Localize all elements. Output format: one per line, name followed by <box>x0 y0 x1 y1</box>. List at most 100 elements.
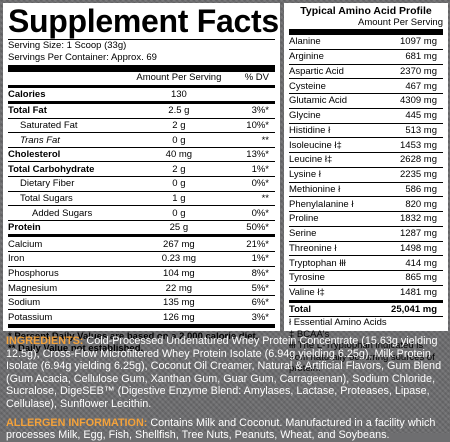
nutrient-row: Calcium 267 mg 21%* <box>8 234 275 252</box>
amino-acid-name: Phenylalanine ł <box>289 196 382 212</box>
nutrient-row: Cholesterol 40 mg 13%* <box>8 146 275 162</box>
nutrient-name: Sodium <box>8 294 137 310</box>
nutrient-amount: 2.5 g <box>136 101 222 119</box>
amino-acid-row: Tyrosine 865 mg <box>289 270 443 286</box>
ingredients-paragraph: INGREDIENTS: Cold-Processed Undenatured … <box>6 335 445 411</box>
amino-acid-amount: 445 mg <box>381 107 443 123</box>
ingredients-label: INGREDIENTS: <box>6 335 84 347</box>
nutrient-dv: ** <box>221 132 275 148</box>
amino-acid-row: Cysteine 467 mg <box>289 78 443 94</box>
amino-acid-rows: Alanine 1097 mg Arginine 681 mg Aspartic Aci… <box>289 35 443 300</box>
ingredients-section: INGREDIENTS: Cold-Processed Undenatured … <box>3 335 448 441</box>
nutrient-dv: 3%* <box>221 101 275 119</box>
amino-profile-title: Typical Amino Acid Profile <box>300 5 432 17</box>
nutrient-name: Total Fat <box>8 101 137 119</box>
amino-acid-amount: 2235 mg <box>381 166 443 182</box>
amino-acid-name: Threonine ł <box>289 240 382 256</box>
nutrient-amount: 0 g <box>136 132 222 148</box>
nutrient-amount: 135 mg <box>136 294 222 310</box>
amino-acid-amount: 414 mg <box>381 255 443 271</box>
amino-acid-name: Methionine ł <box>289 181 382 197</box>
amino-acid-row: Glycine 445 mg <box>289 107 443 123</box>
nutrient-name: Calories <box>8 88 46 100</box>
nutrient-amount: 1 g <box>136 190 222 206</box>
supplement-facts-table: Amount Per Serving % DV <box>8 72 275 85</box>
nutrient-amount: 22 mg <box>136 280 222 296</box>
nutrient-dv: 0%* <box>221 176 275 192</box>
amino-acid-amount: 2628 mg <box>381 152 443 168</box>
nutrient-row: Sodium 135 mg 6%* <box>8 294 275 310</box>
amino-acid-row: Arginine 681 mg <box>289 48 443 64</box>
nutrient-name: Magnesium <box>8 280 137 296</box>
amino-acid-name: Proline <box>289 211 382 227</box>
supplement-facts-panel: Supplement Facts Serving Size: 1 Scoop (… <box>3 3 280 354</box>
nutrient-row: Total Carbohydrate 2 g 1%* <box>8 161 275 177</box>
amino-acid-name: Glycine <box>289 107 382 123</box>
amino-acid-amount: 1498 mg <box>381 240 443 256</box>
nutrient-dv: 1%* <box>221 251 275 267</box>
amino-acid-amount: 4309 mg <box>381 93 443 109</box>
amino-acid-row: Isoleucine ł‡ 1453 mg <box>289 137 443 153</box>
footnote-dv-not-established: ** Daily Value not established. <box>8 342 144 354</box>
amino-acid-row: Phenylalanine ł 820 mg <box>289 196 443 212</box>
allergen-paragraph: ALLERGEN INFORMATION: Contains Milk and … <box>6 417 445 442</box>
nutrient-amount: 0 g <box>136 205 222 221</box>
nutrient-dv: 1%* <box>221 161 275 177</box>
nutrient-amount: 126 mg <box>136 309 222 324</box>
nutrient-name: Saturated Fat <box>8 117 137 133</box>
nutrient-dv: 8%* <box>221 265 275 281</box>
amino-acid-name: Cysteine <box>289 78 382 94</box>
nutrient-dv <box>222 88 275 103</box>
nutrient-row: Total Sugars 1 g ** <box>8 190 275 206</box>
nutrient-name: Total Carbohydrate <box>8 161 137 177</box>
amino-total-label: Total <box>289 303 311 315</box>
nutrient-row: Potassium 126 mg 3%* <box>8 309 275 324</box>
amino-total-row: Total 25,041 mg <box>289 303 443 317</box>
dv-header: % DV <box>244 72 269 83</box>
nutrient-amount: 0 g <box>136 176 222 192</box>
supplement-facts-title: Supplement Facts <box>8 3 279 39</box>
amino-acid-name: Arginine <box>289 48 382 64</box>
footnote-percent-dv: * Percent Daily Values are based on a 2,… <box>8 331 259 342</box>
nutrient-name: Trans Fat <box>8 132 137 148</box>
amino-acid-amount: 681 mg <box>381 48 443 64</box>
amino-acid-amount: 2370 mg <box>381 63 443 79</box>
nutrient-name: Potassium <box>8 309 137 324</box>
nutrient-dv: 3%* <box>221 309 275 324</box>
nutrient-row: Dietary Fiber 0 g 0%* <box>8 176 275 192</box>
bcaa-note: ‡ BCAA's <box>289 328 330 340</box>
amino-acid-profile-panel: Typical Amino Acid Profile Amount Per Se… <box>284 3 448 374</box>
amino-acid-amount: 1453 mg <box>381 137 443 153</box>
amino-acid-row: Leucine ł‡ 2628 mg <box>289 152 443 168</box>
nutrient-dv: 5%* <box>221 280 275 296</box>
amino-acid-amount: 467 mg <box>381 78 443 94</box>
amino-acid-name: Aspartic Acid <box>289 63 382 79</box>
nutrient-row: Magnesium 22 mg 5%* <box>8 280 275 296</box>
nutrient-dv: 21%* <box>221 234 275 252</box>
amino-acid-row: Histidine ł 513 mg <box>289 122 443 138</box>
nutrient-amount: 267 mg <box>136 234 222 252</box>
amino-acid-amount: 586 mg <box>381 181 443 197</box>
tryptophan-note: łłł The L-Tryptophan indicated is from n… <box>289 340 435 375</box>
essential-amino-note: ł Essential Amino Acids <box>289 317 387 329</box>
amino-acid-name: Valine ł‡ <box>289 284 382 300</box>
nutrient-amount: 130 <box>170 88 187 100</box>
amino-acid-row: Serine 1287 mg <box>289 225 443 241</box>
amino-acid-name: Tyrosine <box>289 270 382 286</box>
nutrient-row: Added Sugars 0 g 0%* <box>8 205 275 221</box>
amino-acid-row: Lysine ł 2235 mg <box>289 166 443 182</box>
nutrient-amount: 25 g <box>136 219 222 236</box>
nutrient-name: Iron <box>8 251 137 267</box>
nutrient-amount: 0.23 mg <box>136 251 222 267</box>
amino-acid-amount: 513 mg <box>381 122 443 138</box>
amino-total-amount: 25,041 mg <box>391 303 437 315</box>
amino-acid-amount: 1287 mg <box>381 225 443 241</box>
nutrient-amount: 2 g <box>136 117 222 133</box>
nutrient-row: Phosphorus 104 mg 8%* <box>8 265 275 281</box>
amino-acid-name: Leucine ł‡ <box>289 152 382 168</box>
amino-acid-row: Threonine ł 1498 mg <box>289 240 443 256</box>
nutrient-amount: 104 mg <box>136 265 222 281</box>
nutrient-row: Trans Fat 0 g ** <box>8 132 275 148</box>
amino-acid-name: Lysine ł <box>289 166 382 182</box>
amino-acid-name: Glutamic Acid <box>289 93 382 109</box>
